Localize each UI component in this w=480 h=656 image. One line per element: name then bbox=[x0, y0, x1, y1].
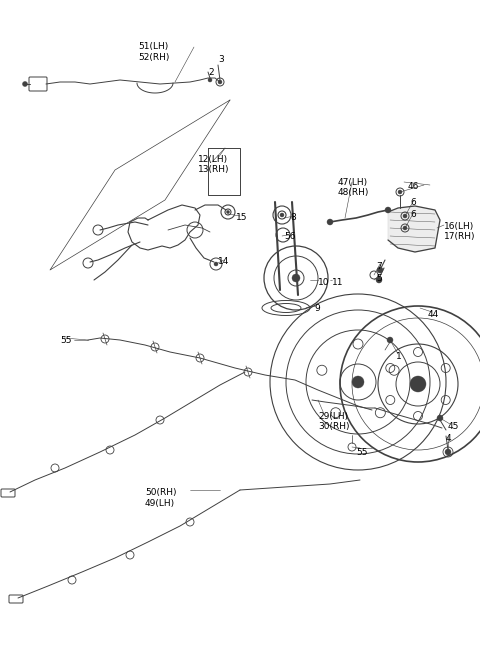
Circle shape bbox=[385, 207, 391, 213]
Text: 45: 45 bbox=[448, 422, 459, 431]
Circle shape bbox=[292, 274, 300, 282]
Text: 51(LH): 51(LH) bbox=[138, 42, 168, 51]
Text: 1: 1 bbox=[396, 352, 402, 361]
Circle shape bbox=[376, 277, 382, 283]
Text: 44: 44 bbox=[428, 310, 439, 319]
Text: 14: 14 bbox=[218, 257, 229, 266]
Text: 7: 7 bbox=[376, 262, 382, 271]
Text: 55: 55 bbox=[356, 448, 368, 457]
Circle shape bbox=[403, 214, 407, 218]
Text: 17(RH): 17(RH) bbox=[444, 232, 476, 241]
Text: 10: 10 bbox=[318, 278, 329, 287]
Text: 9: 9 bbox=[314, 304, 320, 313]
Text: 6: 6 bbox=[410, 210, 416, 219]
Text: 6: 6 bbox=[410, 198, 416, 207]
Circle shape bbox=[410, 376, 426, 392]
Circle shape bbox=[403, 226, 407, 230]
Text: 8: 8 bbox=[290, 213, 296, 222]
Circle shape bbox=[218, 80, 222, 84]
Text: 5: 5 bbox=[376, 274, 382, 283]
Text: 15: 15 bbox=[236, 213, 248, 222]
Polygon shape bbox=[388, 206, 440, 252]
Text: 47(LH): 47(LH) bbox=[338, 178, 368, 187]
Circle shape bbox=[352, 376, 364, 388]
Text: 3: 3 bbox=[218, 55, 224, 64]
Text: 49(LH): 49(LH) bbox=[145, 499, 175, 508]
Circle shape bbox=[398, 190, 402, 194]
Text: 11: 11 bbox=[332, 278, 344, 287]
Text: 48(RH): 48(RH) bbox=[338, 188, 370, 197]
Circle shape bbox=[23, 81, 27, 87]
Circle shape bbox=[445, 449, 451, 455]
Circle shape bbox=[208, 78, 212, 82]
Circle shape bbox=[437, 415, 443, 421]
Text: 56: 56 bbox=[284, 232, 296, 241]
Text: 13(RH): 13(RH) bbox=[198, 165, 229, 174]
Circle shape bbox=[387, 337, 393, 343]
Text: 52(RH): 52(RH) bbox=[138, 53, 169, 62]
Text: 4: 4 bbox=[446, 434, 452, 443]
Text: 16(LH): 16(LH) bbox=[444, 222, 474, 231]
Text: 55: 55 bbox=[60, 336, 72, 345]
Text: 2: 2 bbox=[208, 68, 214, 77]
Circle shape bbox=[280, 213, 284, 217]
Circle shape bbox=[377, 267, 383, 273]
Text: 29(LH): 29(LH) bbox=[318, 412, 348, 421]
Circle shape bbox=[227, 211, 229, 213]
Circle shape bbox=[214, 262, 218, 266]
Text: 50(RH): 50(RH) bbox=[145, 488, 177, 497]
Text: 30(RH): 30(RH) bbox=[318, 422, 349, 431]
Circle shape bbox=[327, 219, 333, 225]
Text: 46: 46 bbox=[408, 182, 420, 191]
Text: 12(LH): 12(LH) bbox=[198, 155, 228, 164]
